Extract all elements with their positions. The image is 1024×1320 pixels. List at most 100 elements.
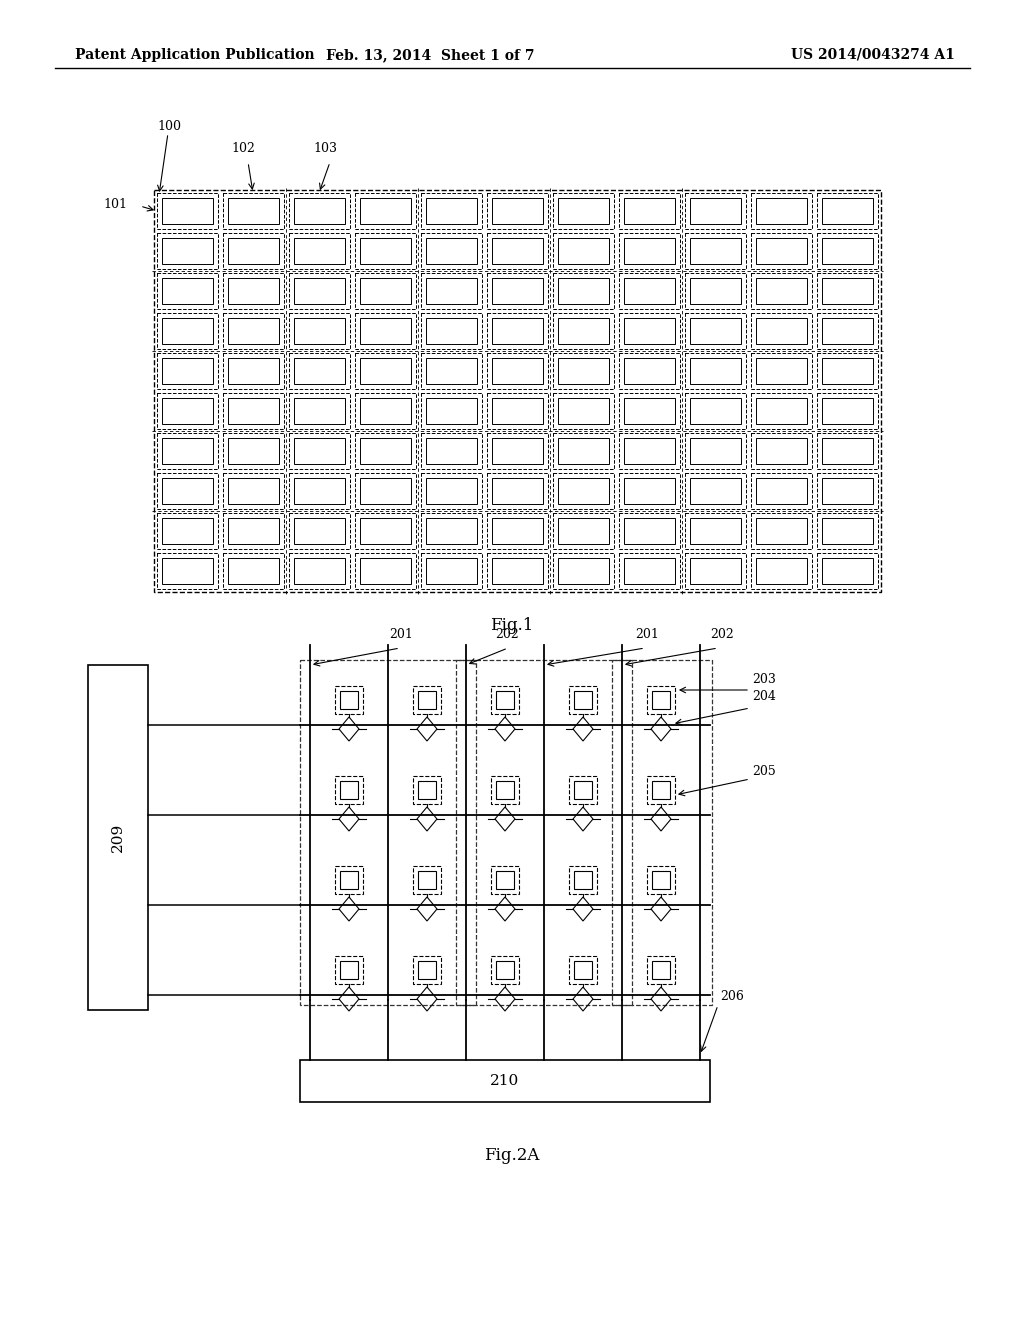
Bar	[487, 234, 548, 269]
Bar	[817, 193, 878, 228]
Bar	[289, 473, 350, 510]
Bar	[223, 553, 284, 589]
Bar	[162, 198, 213, 224]
Text: 201: 201	[389, 628, 413, 642]
Bar	[756, 558, 807, 583]
Bar	[289, 393, 350, 429]
Bar	[574, 781, 592, 799]
Bar	[355, 513, 416, 549]
Bar	[355, 234, 416, 269]
Bar	[487, 553, 548, 589]
Bar	[490, 956, 519, 983]
Bar	[624, 279, 675, 304]
Bar	[817, 433, 878, 469]
Bar	[618, 433, 680, 469]
Bar	[360, 438, 411, 465]
Bar	[335, 776, 362, 804]
Bar	[553, 513, 614, 549]
Bar	[421, 433, 482, 469]
Bar	[228, 517, 279, 544]
Bar	[340, 871, 358, 888]
Bar	[558, 399, 609, 424]
Text: US 2014/0043274 A1: US 2014/0043274 A1	[792, 48, 955, 62]
Bar	[228, 558, 279, 583]
Bar	[756, 198, 807, 224]
Bar	[756, 238, 807, 264]
Bar	[223, 273, 284, 309]
Bar	[88, 665, 148, 1010]
Bar	[618, 393, 680, 429]
Bar	[492, 238, 543, 264]
Bar	[618, 513, 680, 549]
Bar	[690, 558, 741, 583]
Bar	[558, 478, 609, 504]
Bar	[558, 558, 609, 583]
Bar	[612, 660, 712, 1005]
Bar	[487, 352, 548, 389]
Text: Patent Application Publication: Patent Application Publication	[75, 48, 314, 62]
Bar	[294, 279, 345, 304]
Text: 202: 202	[710, 628, 734, 642]
Bar	[162, 438, 213, 465]
Bar	[289, 273, 350, 309]
Bar	[553, 473, 614, 510]
Bar	[228, 358, 279, 384]
Bar	[228, 399, 279, 424]
Bar	[574, 871, 592, 888]
Bar	[685, 234, 746, 269]
Text: 100: 100	[157, 120, 181, 133]
Bar	[558, 238, 609, 264]
Bar	[335, 866, 362, 894]
Bar	[223, 313, 284, 348]
Bar	[553, 234, 614, 269]
Bar	[822, 399, 873, 424]
Text: 205: 205	[752, 766, 776, 777]
Bar	[228, 238, 279, 264]
Bar	[492, 358, 543, 384]
Bar	[492, 478, 543, 504]
Bar	[421, 273, 482, 309]
Text: 204: 204	[752, 690, 776, 704]
Bar	[647, 866, 675, 894]
Bar	[751, 193, 812, 228]
Bar	[421, 393, 482, 429]
Bar	[574, 961, 592, 979]
Bar	[294, 238, 345, 264]
Bar	[756, 517, 807, 544]
Bar	[490, 686, 519, 714]
Bar	[751, 273, 812, 309]
Bar	[421, 352, 482, 389]
Bar	[157, 393, 218, 429]
Bar	[817, 393, 878, 429]
Bar	[294, 358, 345, 384]
Bar	[426, 238, 477, 264]
Bar	[690, 279, 741, 304]
Bar	[223, 433, 284, 469]
Bar	[553, 193, 614, 228]
Bar	[492, 318, 543, 345]
Bar	[817, 273, 878, 309]
Bar	[294, 478, 345, 504]
Bar	[751, 234, 812, 269]
Bar	[426, 358, 477, 384]
Bar	[228, 318, 279, 345]
Bar	[822, 438, 873, 465]
Bar	[685, 393, 746, 429]
Bar	[624, 478, 675, 504]
Bar	[822, 279, 873, 304]
Bar	[496, 961, 514, 979]
Bar	[355, 473, 416, 510]
Bar	[289, 193, 350, 228]
Bar	[558, 438, 609, 465]
Bar	[822, 198, 873, 224]
Bar	[558, 318, 609, 345]
Bar	[421, 193, 482, 228]
Bar	[690, 358, 741, 384]
Bar	[228, 478, 279, 504]
Bar	[618, 193, 680, 228]
Bar	[817, 234, 878, 269]
Bar	[817, 313, 878, 348]
Bar	[340, 961, 358, 979]
Text: 209: 209	[111, 822, 125, 853]
Bar	[496, 871, 514, 888]
